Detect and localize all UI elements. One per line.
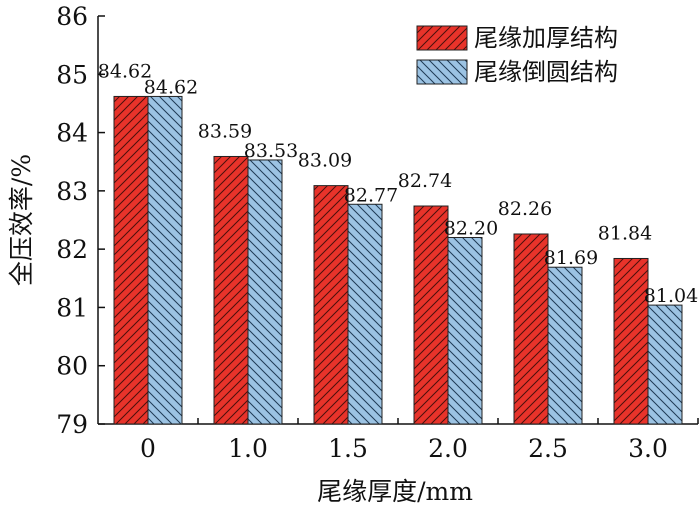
legend-label-series-1: 尾缘加厚结构 xyxy=(474,24,618,52)
legend: 尾缘加厚结构 尾缘倒圆结构 xyxy=(416,24,618,86)
data-label-series-1-3: 82.74 xyxy=(398,170,452,192)
bar-series-2-3 xyxy=(447,236,483,425)
data-label-series-2-4: 81.69 xyxy=(544,247,598,269)
y-axis-label: 全压效率/% xyxy=(7,154,36,286)
y-tick-label-6: 85 xyxy=(56,60,88,89)
bar-series-2-1 xyxy=(247,159,283,425)
bar-series-2-4 xyxy=(547,266,583,425)
data-label-series-2-1: 83.53 xyxy=(244,140,298,162)
bar-series-1-1 xyxy=(213,155,249,425)
x-tick-label-5: 3.0 xyxy=(628,434,668,463)
y-tick-label-2: 81 xyxy=(56,293,88,322)
bar-series-2-0 xyxy=(147,95,183,425)
data-label-series-2-2: 82.77 xyxy=(344,184,398,206)
legend-swatch-series-2 xyxy=(416,59,468,85)
y-tick-label-7: 86 xyxy=(56,2,88,31)
bar-series-2-5 xyxy=(647,304,683,425)
data-label-series-1-4: 82.26 xyxy=(498,198,552,220)
data-label-series-2-5: 81.04 xyxy=(644,285,698,307)
data-label-series-1-5: 81.84 xyxy=(598,222,652,244)
data-label-series-1-2: 83.09 xyxy=(298,150,352,172)
bar-series-1-5 xyxy=(613,257,649,425)
x-tick-label-4: 2.5 xyxy=(528,434,568,463)
x-axis-label: 尾缘厚度/mm xyxy=(317,477,473,506)
data-label-series-2-3: 82.20 xyxy=(444,217,498,239)
data-label-series-1-1: 83.59 xyxy=(198,120,252,142)
data-label-series-2-0: 84.62 xyxy=(144,76,198,98)
y-tick-label-1: 80 xyxy=(56,352,88,381)
y-tick-label-0: 79 xyxy=(56,410,88,439)
y-tick-label-5: 84 xyxy=(56,119,88,148)
y-tick-label-4: 83 xyxy=(56,177,88,206)
x-tick-label-3: 2.0 xyxy=(428,434,468,463)
data-label-series-1-0: 84.62 xyxy=(98,60,152,82)
bar-series-1-4 xyxy=(513,233,549,425)
x-tick-label-2: 1.5 xyxy=(328,434,368,463)
bar-series-1-0 xyxy=(113,95,149,425)
legend-label-series-2: 尾缘倒圆结构 xyxy=(474,58,618,86)
bar-series-2-2 xyxy=(347,203,383,425)
x-tick-label-0: 0 xyxy=(140,434,156,463)
legend-swatch-series-1 xyxy=(416,25,468,51)
y-tick-label-3: 82 xyxy=(56,235,88,264)
x-tick-label-1: 1.0 xyxy=(228,434,268,463)
bar-series-1-2 xyxy=(313,185,349,425)
